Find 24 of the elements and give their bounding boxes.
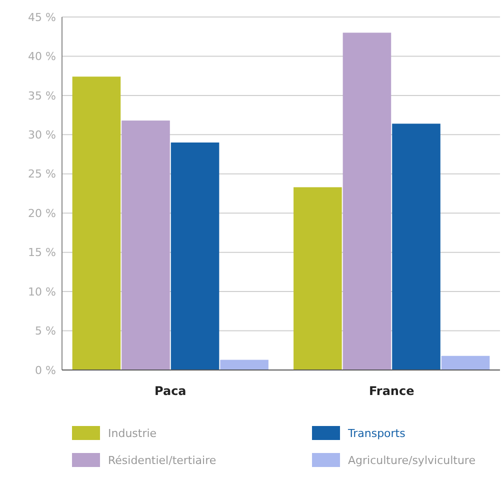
y-tick-label: 40 % — [28, 50, 56, 64]
legend-label: Industrie — [108, 426, 157, 440]
x-tick-label: Paca — [154, 384, 186, 398]
legend-label: Transports — [347, 426, 406, 440]
bar — [170, 142, 220, 370]
y-tick-label: 15 % — [28, 246, 56, 260]
bar — [220, 360, 268, 370]
y-tick-label: 30 % — [28, 128, 56, 142]
y-tick-label: 5 % — [35, 324, 56, 338]
legend-label: Résidentiel/tertiaire — [108, 454, 216, 467]
legend-label: Agriculture/sylviculture — [348, 454, 476, 467]
bar — [294, 187, 342, 370]
y-tick-label: 25 % — [28, 168, 56, 181]
x-tick-label: France — [368, 384, 414, 398]
bar — [342, 32, 392, 370]
bar — [441, 356, 490, 370]
bar — [392, 124, 440, 370]
y-tick-label: 45 % — [28, 10, 56, 24]
y-tick-label: 10 % — [28, 285, 56, 298]
y-tick-label: 35 % — [28, 89, 56, 102]
y-tick-label: 20 % — [28, 206, 56, 220]
bar — [72, 76, 121, 370]
bar — [122, 120, 170, 370]
y-tick-label: 0 % — [35, 364, 56, 377]
